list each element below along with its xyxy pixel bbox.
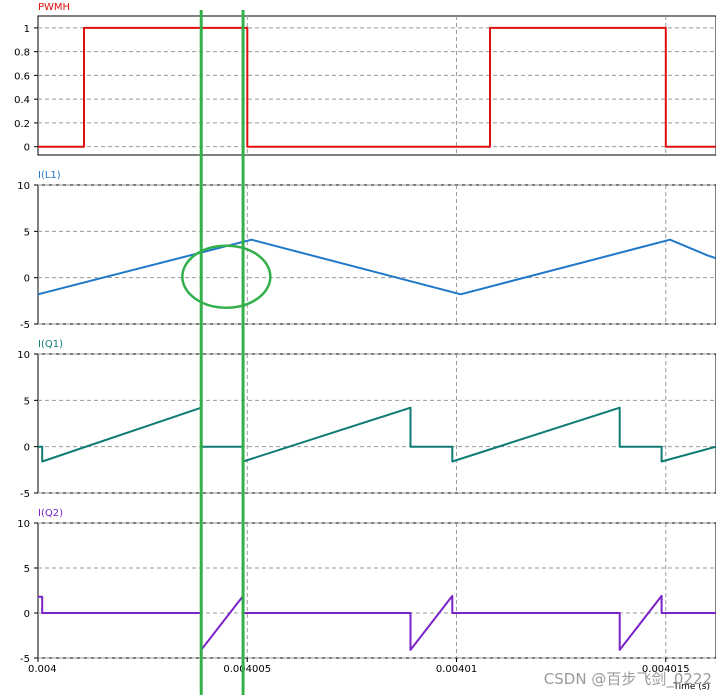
- series-line: [38, 26, 716, 148]
- plot-frame: [37, 353, 716, 494]
- y-tick-label: 0.6: [14, 71, 30, 82]
- series-line: [38, 406, 716, 463]
- panel-title: I(L1): [38, 170, 61, 181]
- series-line: [37, 238, 716, 296]
- y-tick-label: 1: [24, 24, 30, 35]
- y-tick-label: 0.8: [14, 48, 30, 59]
- y-tick-label: 5: [24, 227, 30, 238]
- y-tick-label: 5: [24, 564, 30, 575]
- x-axis-label: Time (s): [672, 682, 710, 692]
- panel-2: 10 5 0 -5 I(L1): [17, 170, 716, 331]
- series-line: [38, 594, 716, 651]
- y-tick-label: 0: [24, 609, 30, 620]
- y-tick-label: 0.4: [14, 95, 30, 106]
- y-tick-label: 0: [24, 143, 30, 154]
- watermark: CSDN @百步飞剑_0222: [544, 670, 712, 689]
- panel-title: I(Q1): [38, 339, 63, 350]
- plot-frame: [37, 522, 716, 659]
- highlight-ellipse: [181, 244, 272, 309]
- panel-4: 10 5 0 -5 I(Q2) 0.004 0.004005 0.00401 0.004015 T…: [17, 508, 716, 692]
- panel-title: PWMH: [38, 2, 70, 13]
- y-tick-label: -5: [20, 320, 30, 331]
- y-tick-label: 0: [24, 274, 30, 285]
- x-tick-label: 0.004005: [223, 664, 271, 675]
- plot-frame: [37, 15, 716, 156]
- panel-3: 10 5 0 -5 I(Q1): [17, 339, 716, 500]
- y-tick-label: 0.2: [14, 119, 30, 130]
- plot-frame: [37, 184, 716, 325]
- y-tick-label: 10: [17, 181, 30, 192]
- y-tick-label: 10: [17, 519, 30, 530]
- x-tick-label: 0.004: [28, 664, 57, 675]
- panel-title: I(Q2): [38, 508, 63, 519]
- x-tick-label: 0.00401: [436, 664, 477, 675]
- panel-1: 1 0.8 0.6 0.4 0.2 0 PWMH: [14, 2, 716, 156]
- y-tick-label: 5: [24, 396, 30, 407]
- y-tick-label: 10: [17, 350, 30, 361]
- x-tick-label: 0.004015: [642, 664, 690, 675]
- y-tick-label: -5: [20, 489, 30, 500]
- y-tick-label: 0: [24, 443, 30, 454]
- y-tick-label: -5: [20, 654, 30, 665]
